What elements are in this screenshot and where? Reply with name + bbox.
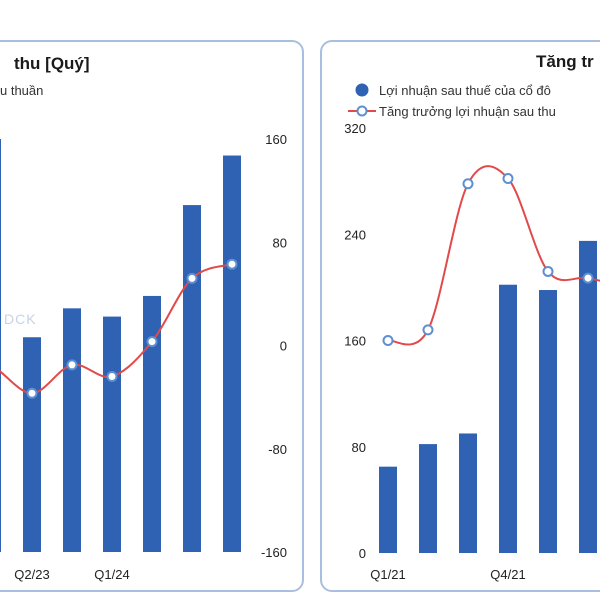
x-axis-tick-label: Q1/21 [370,567,405,582]
left-chart-panel: thu [Quý] u thuần DCK 160 80 0 -80 -160 Q2/23… [0,40,304,592]
bar [499,284,517,553]
legend-marker-icon [356,105,368,117]
bar [23,337,41,552]
left-chart-svg: thu [Quý] u thuần DCK 160 80 0 -80 -160 Q2/23… [0,54,287,582]
right-legend-line-label: Tăng trưởng lợi nhuận sau thu [379,104,556,119]
line-point [66,359,78,371]
y-axis-tick-label: -160 [261,545,287,560]
series-line [0,263,233,395]
bar [0,139,1,552]
line-point [146,336,158,348]
x-axis-tick-label: Q4/21 [490,567,525,582]
bar [183,205,201,552]
bar [539,290,557,553]
y-axis-tick-label: 0 [359,546,366,561]
bar [223,155,241,552]
bar [143,295,161,552]
line-point [422,324,434,336]
y-axis-tick-label: 320 [344,121,366,136]
y-axis-tick-label: -80 [268,442,287,457]
left-chart-title: thu [Quý] [14,54,90,73]
series-line [387,165,600,346]
x-axis-tick-label: Q2/23 [14,567,49,582]
y-axis-tick-label: 0 [280,339,287,354]
line-point [186,272,198,284]
right-chart-panel: Tăng tr Lợi nhuận sau thuế của cổ đô Tăn… [320,40,600,592]
y-axis-tick-label: 80 [273,235,287,250]
y-axis-tick-label: 160 [344,334,366,349]
y-axis-tick-label: 160 [265,132,287,147]
right-chart-svg: Tăng tr Lợi nhuận sau thuế của cổ đô Tăn… [344,52,600,582]
left-legend-label: u thuần [0,83,43,98]
legend-dot-icon [355,83,369,97]
line-point [542,265,554,277]
line-point [106,370,118,382]
right-legend-bar-label: Lợi nhuận sau thuế của cổ đô [379,83,551,98]
x-axis-tick-label: Q1/24 [94,567,129,582]
bar [63,308,81,552]
bar [419,444,437,553]
bar [379,466,397,553]
y-axis-tick-label: 80 [352,440,366,455]
right-chart-title: Tăng tr [536,52,594,71]
y-axis-tick-label: 240 [344,227,366,242]
line-point [226,258,238,270]
line-point [502,172,514,184]
line-point [462,178,474,190]
line-point [26,387,38,399]
bar [579,240,597,553]
watermark-logo: DCK [4,311,37,327]
line-point [582,272,594,284]
line-point [382,335,394,346]
bar [103,316,121,552]
bar [459,433,477,553]
